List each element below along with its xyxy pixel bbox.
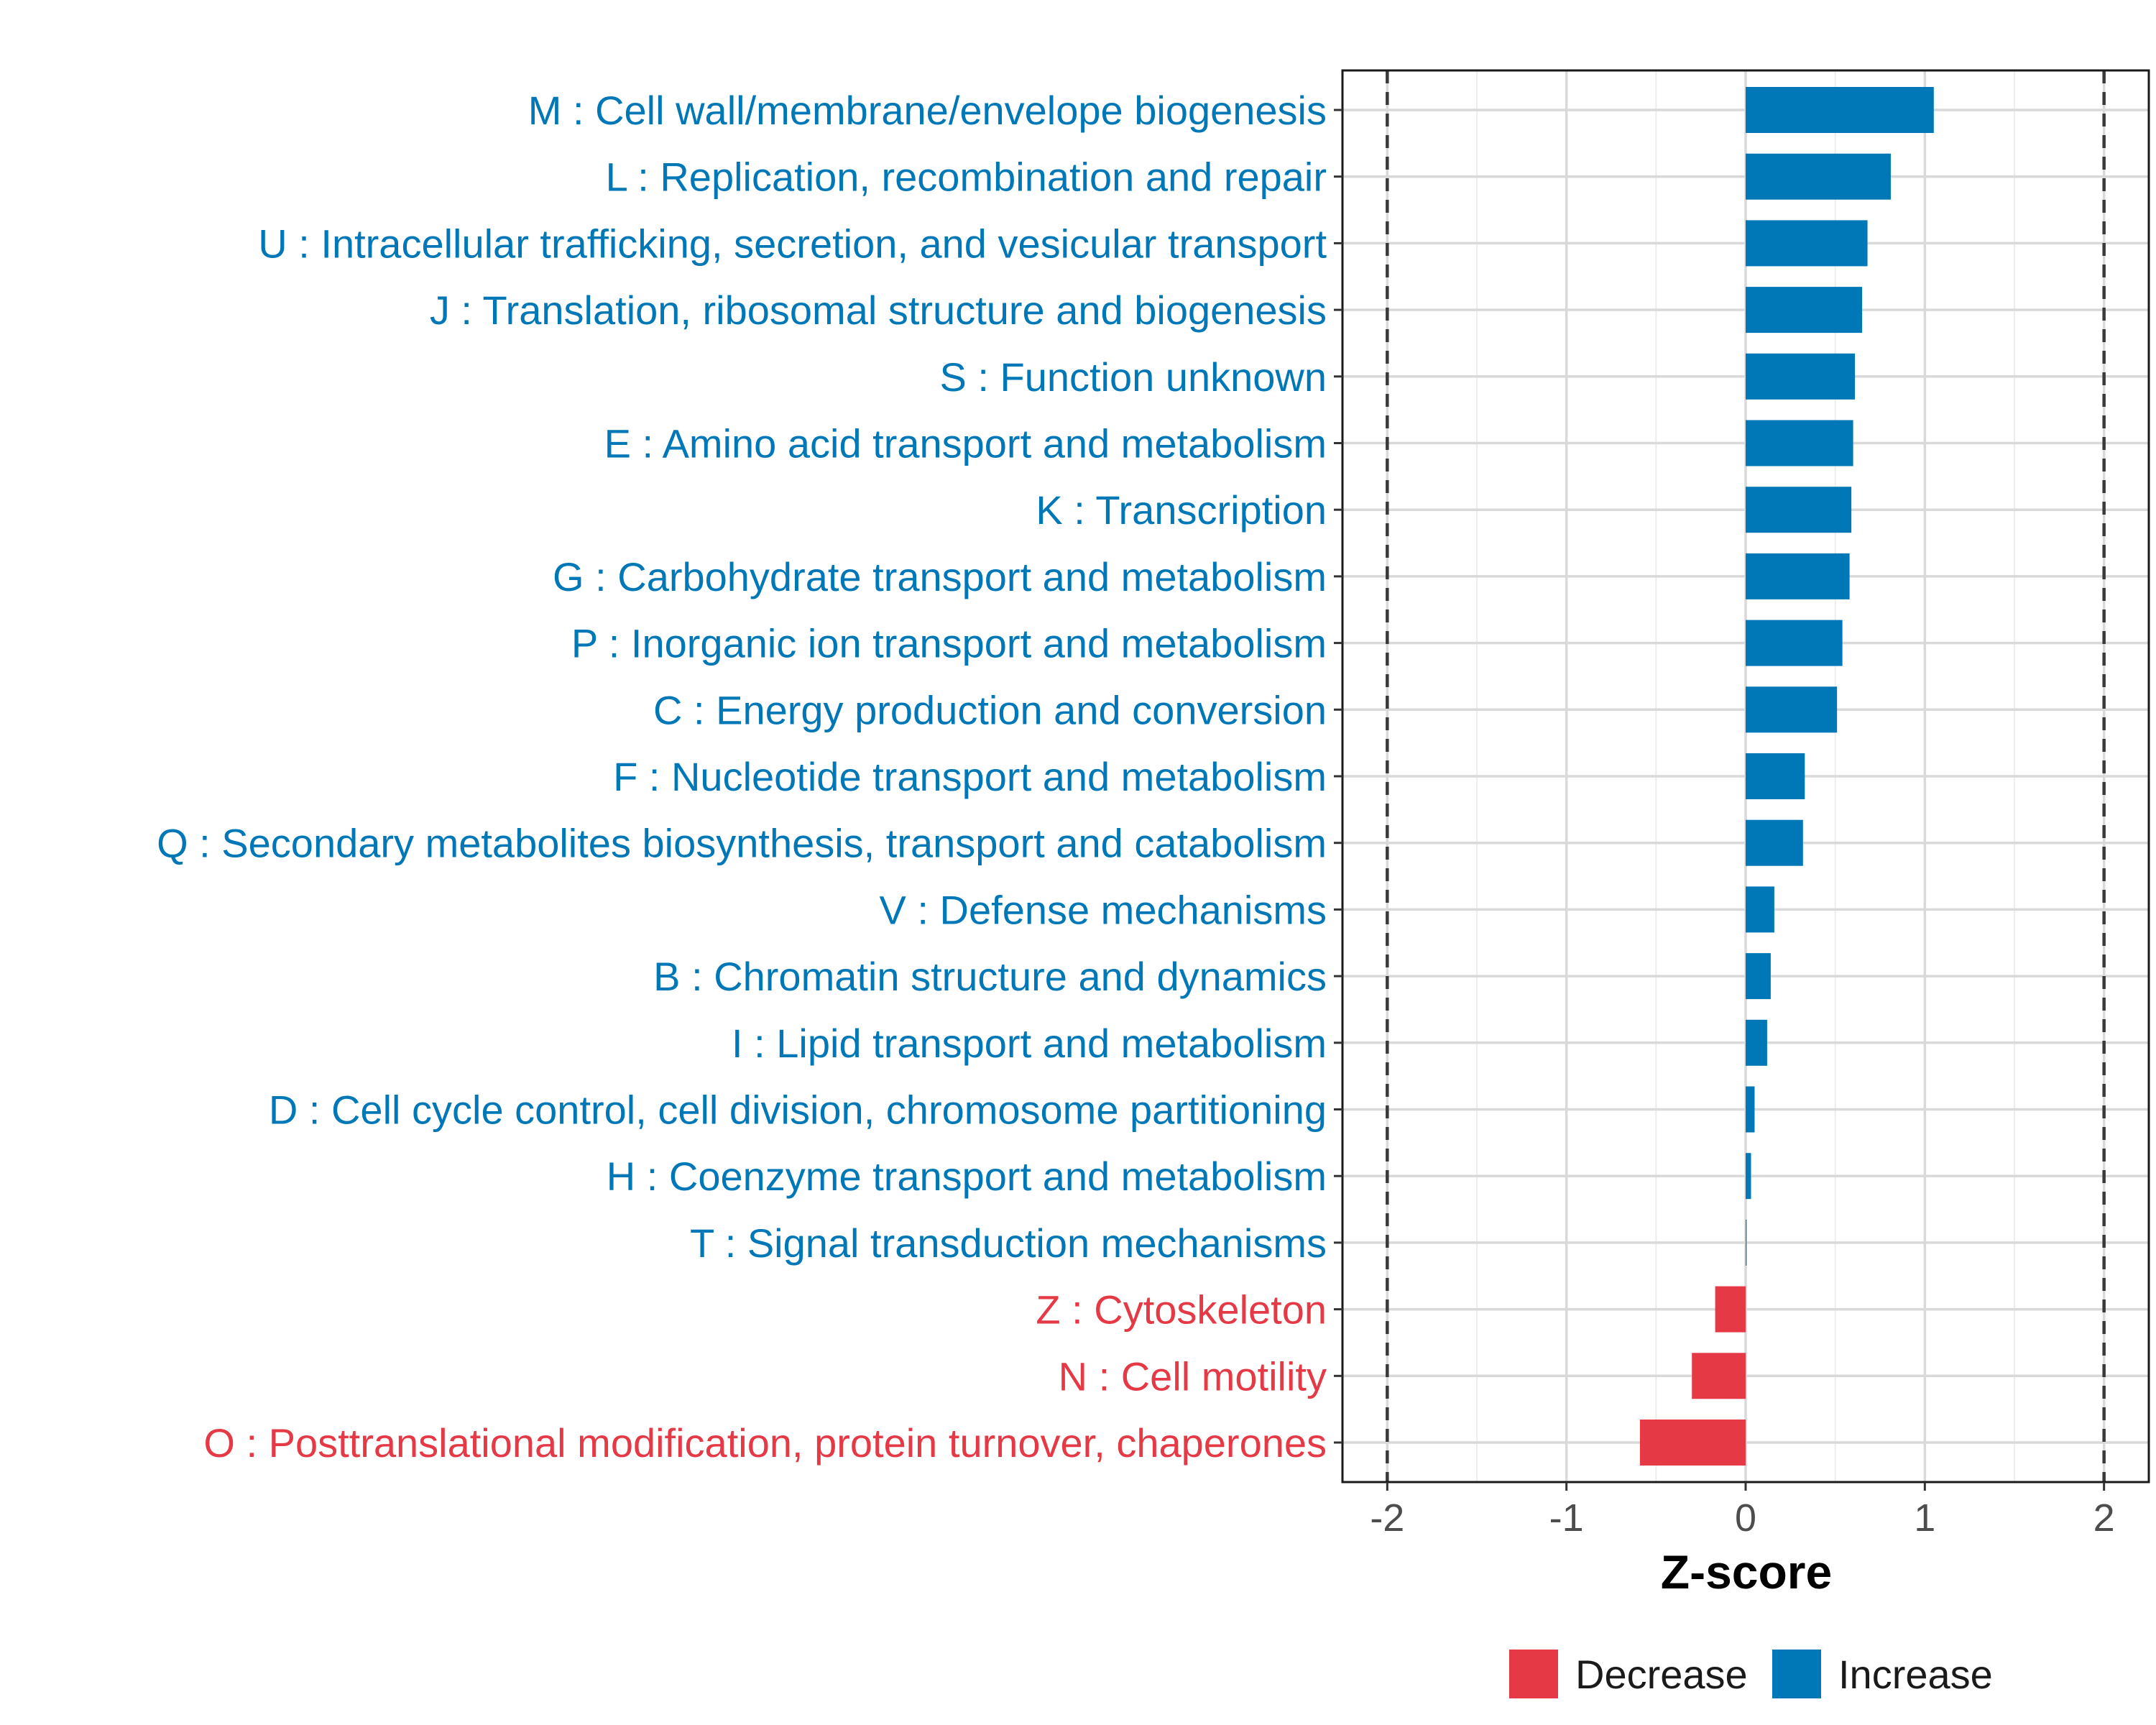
category-label: P : Inorganic ion transport and metaboli… bbox=[571, 621, 1327, 666]
category-label: K : Transcription bbox=[1036, 487, 1327, 533]
x-axis-title: Z-score bbox=[1661, 1545, 1832, 1598]
bar-k bbox=[1746, 487, 1852, 533]
x-axis-ticks: -2 -1 0 1 2 bbox=[1370, 1482, 2115, 1540]
bar-c bbox=[1746, 686, 1838, 733]
bar-q bbox=[1746, 819, 1803, 866]
x-tick-label: 1 bbox=[1914, 1496, 1935, 1540]
category-label: V : Defense mechanisms bbox=[880, 887, 1327, 932]
bar-v bbox=[1746, 886, 1774, 933]
legend-label-increase: Increase bbox=[1838, 1652, 1993, 1697]
category-label: Q : Secondary metabolites biosynthesis, … bbox=[157, 821, 1327, 866]
bar-d bbox=[1746, 1086, 1755, 1133]
legend-label-decrease: Decrease bbox=[1575, 1652, 1748, 1697]
bar-n bbox=[1692, 1353, 1746, 1399]
category-labels: M : Cell wall/membrane/envelope biogenes… bbox=[157, 88, 1342, 1466]
category-label: C : Energy production and conversion bbox=[653, 687, 1327, 732]
category-label: B : Chromatin structure and dynamics bbox=[653, 954, 1327, 999]
bar-s bbox=[1746, 353, 1856, 400]
legend-key-decrease bbox=[1509, 1650, 1558, 1698]
bar-l bbox=[1746, 153, 1891, 200]
bar-j bbox=[1746, 287, 1863, 334]
category-label: N : Cell motility bbox=[1059, 1353, 1327, 1399]
category-label: O : Posttranslational modification, prot… bbox=[203, 1420, 1327, 1466]
x-tick-label: -2 bbox=[1370, 1496, 1404, 1540]
category-label: J : Translation, ribosomal structure and… bbox=[430, 288, 1327, 333]
category-label: U : Intracellular trafficking, secretion… bbox=[258, 221, 1327, 266]
bar-i bbox=[1746, 1019, 1767, 1066]
category-label: I : Lipid transport and metabolism bbox=[732, 1021, 1327, 1066]
x-tick-label: 2 bbox=[2093, 1496, 2115, 1540]
legend-key-increase bbox=[1772, 1650, 1821, 1698]
bar-f bbox=[1746, 753, 1805, 799]
bar-e bbox=[1746, 420, 1853, 466]
legend: Decrease Increase bbox=[1509, 1650, 1993, 1698]
bar-h bbox=[1746, 1153, 1751, 1200]
category-label: T : Signal transduction mechanisms bbox=[690, 1220, 1327, 1266]
category-label: L : Replication, recombination and repai… bbox=[606, 155, 1327, 200]
category-label: M : Cell wall/membrane/envelope biogenes… bbox=[528, 88, 1327, 133]
bar-g bbox=[1746, 553, 1850, 599]
x-tick-label: -1 bbox=[1549, 1496, 1584, 1540]
category-label: D : Cell cycle control, cell division, c… bbox=[269, 1087, 1327, 1133]
bar-o bbox=[1639, 1420, 1746, 1466]
bar-b bbox=[1746, 953, 1771, 1000]
bar-p bbox=[1746, 620, 1843, 666]
x-tick-label: 0 bbox=[1735, 1496, 1756, 1540]
plot-panel bbox=[1341, 69, 2150, 1484]
category-label: S : Function unknown bbox=[939, 354, 1327, 400]
category-label: G : Carbohydrate transport and metabolis… bbox=[553, 554, 1327, 599]
bar-u bbox=[1746, 220, 1868, 267]
category-label: H : Coenzyme transport and metabolism bbox=[607, 1154, 1327, 1199]
bar-z bbox=[1715, 1286, 1746, 1333]
bar-m bbox=[1746, 87, 1934, 133]
category-label: E : Amino acid transport and metabolism bbox=[604, 421, 1327, 466]
category-label: Z : Cytoskeleton bbox=[1036, 1287, 1327, 1333]
category-label: F : Nucleotide transport and metabolism bbox=[613, 754, 1327, 799]
